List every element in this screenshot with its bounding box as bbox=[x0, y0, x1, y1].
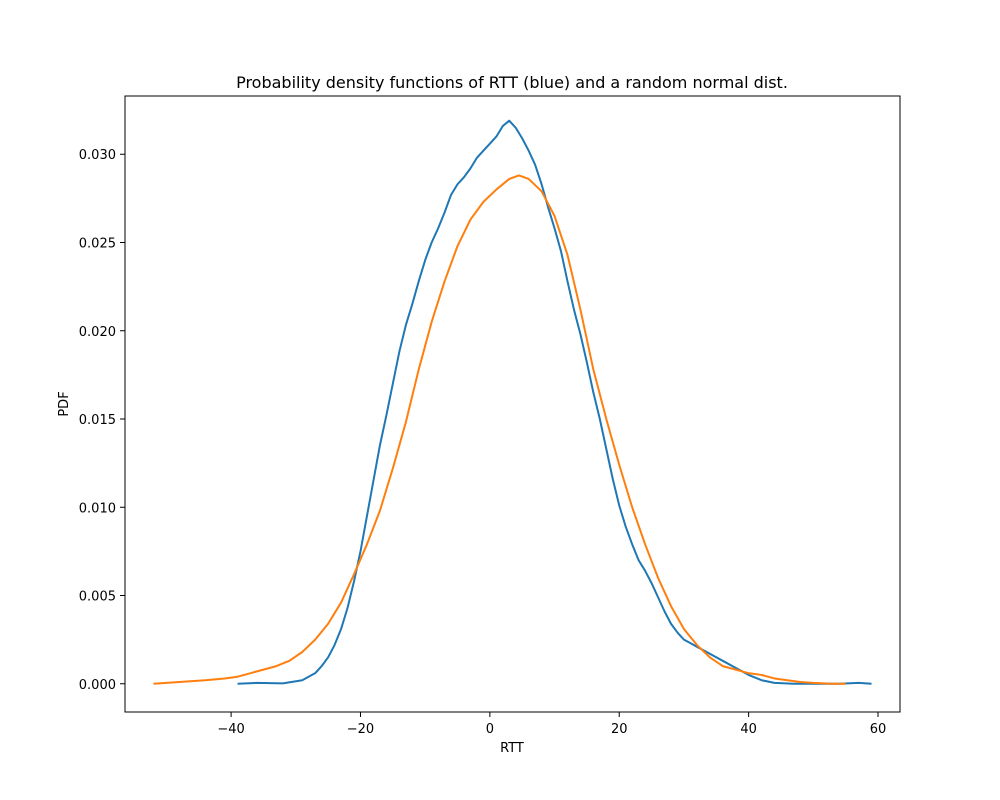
y-tick-label: 0.020 bbox=[79, 325, 116, 340]
x-tick-label: 0 bbox=[486, 722, 494, 737]
x-tick-label: −20 bbox=[347, 722, 374, 737]
series-line-2 bbox=[153, 174, 846, 685]
y-tick-label: 0.005 bbox=[79, 590, 116, 605]
y-tick-label: 0.025 bbox=[79, 236, 116, 251]
series-line-1 bbox=[237, 119, 872, 685]
y-tick-label: 0.030 bbox=[79, 148, 116, 163]
y-axis: 0.000 0.005 0.010 0.015 0.020 0.025 0.030 bbox=[79, 148, 125, 693]
x-axis: −40 −20 0 20 40 60 bbox=[217, 712, 886, 737]
y-tick-label: 0.010 bbox=[79, 501, 116, 516]
axes-frame bbox=[124, 95, 901, 713]
x-tick-label: −40 bbox=[217, 722, 244, 737]
x-tick-label: 40 bbox=[740, 722, 757, 737]
plot-area bbox=[124, 95, 901, 713]
chart-title: Probability density functions of RTT (bl… bbox=[236, 73, 788, 92]
x-tick-label: 20 bbox=[611, 722, 628, 737]
y-axis-label: PDF bbox=[57, 391, 72, 416]
y-tick-label: 0.000 bbox=[79, 678, 116, 693]
y-tick-label: 0.015 bbox=[79, 413, 116, 428]
series-layer bbox=[153, 119, 872, 685]
x-tick-label: 60 bbox=[870, 722, 887, 737]
x-axis-label: RTT bbox=[500, 741, 524, 756]
